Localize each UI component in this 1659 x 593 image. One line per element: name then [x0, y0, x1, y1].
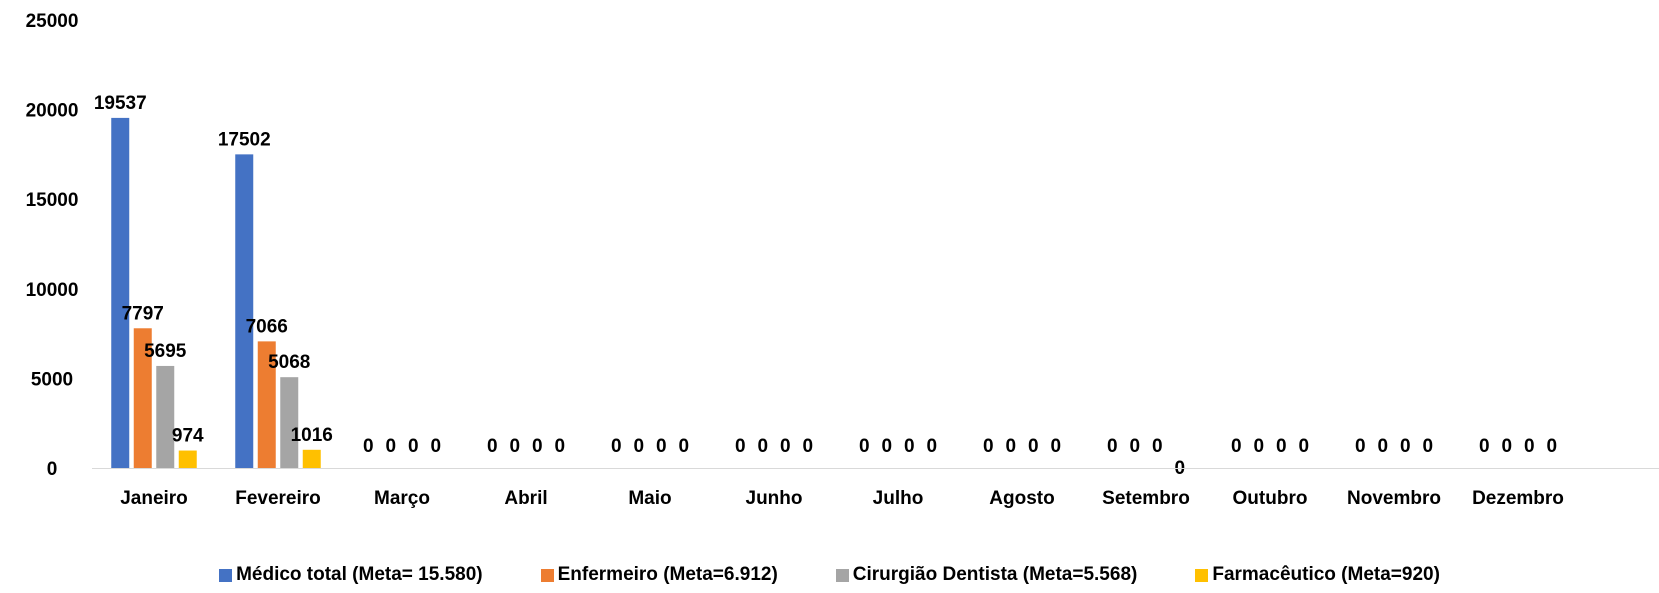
data-label: 0 — [881, 436, 892, 457]
data-label: 0 — [363, 436, 374, 457]
data-label: 19537 — [94, 93, 147, 114]
data-label: 0 — [1501, 436, 1512, 457]
x-tick-label: Outubro — [1233, 488, 1308, 509]
bar — [133, 328, 152, 468]
x-tick-label: Novembro — [1347, 488, 1441, 509]
bar — [280, 377, 299, 468]
data-label: 0 — [1400, 436, 1411, 457]
legend-swatch — [835, 568, 849, 582]
data-label: 7797 — [122, 303, 164, 324]
x-tick-label: Maio — [628, 488, 671, 509]
data-label: 0 — [678, 436, 689, 457]
x-tick-label: Setembro — [1102, 488, 1190, 509]
bar — [178, 450, 197, 468]
legend-label: Cirurgião Dentista (Meta=5.568) — [852, 564, 1138, 585]
legend-label: Enfermeiro (Meta=6.912) — [557, 564, 778, 585]
data-label: 0 — [1524, 436, 1535, 457]
x-tick-label: Fevereiro — [235, 488, 321, 509]
data-label: 0 — [532, 436, 543, 457]
bar — [257, 341, 276, 468]
data-label: 17502 — [218, 129, 271, 150]
data-label: 0 — [385, 436, 396, 457]
data-label: 0 — [1028, 436, 1039, 457]
legend-swatch — [219, 568, 233, 582]
data-label: 974 — [172, 426, 204, 447]
data-label: 0 — [1231, 436, 1242, 457]
x-tick-label: Março — [374, 488, 430, 509]
legend-label: Farmacêutico (Meta=920) — [1212, 564, 1440, 585]
data-label: 0 — [1107, 436, 1118, 457]
data-label: 0 — [554, 436, 565, 457]
legend-swatch — [540, 568, 554, 582]
data-label: 0 — [408, 436, 419, 457]
data-label: 5068 — [268, 352, 310, 373]
data-label: 0 — [859, 436, 870, 457]
legend-item: Enfermeiro (Meta=6.912) — [540, 564, 778, 586]
data-label: 0 — [1005, 436, 1016, 457]
data-label: 5695 — [144, 341, 187, 362]
bar — [156, 365, 175, 468]
bar — [111, 117, 130, 468]
y-axis: 0 5000 10000 15000 20000 25000 — [26, 11, 79, 480]
data-label: 0 — [904, 436, 915, 457]
legend-item: Cirurgião Dentista (Meta=5.568) — [835, 564, 1138, 586]
data-label: 0 — [487, 436, 498, 457]
data-label: 0 — [802, 436, 813, 457]
data-label: 0 — [633, 436, 644, 457]
legend-label: Médico total (Meta= 15.580) — [236, 564, 483, 585]
x-tick-label: Julho — [873, 488, 924, 509]
data-label: 0 — [780, 436, 791, 457]
data-label: 0 — [1546, 436, 1557, 457]
bar — [235, 154, 254, 468]
data-label: 7066 — [246, 316, 288, 337]
legend-item: Médico total (Meta= 15.580) — [219, 564, 483, 586]
data-label: 0 — [1152, 436, 1163, 457]
data-label: 0 — [509, 436, 520, 457]
x-tick-label: Dezembro — [1472, 488, 1564, 509]
legend-item: Farmacêutico (Meta=920) — [1195, 564, 1440, 586]
data-label: 0 — [1253, 436, 1264, 457]
data-label: 0 — [1422, 436, 1433, 457]
y-tick-label: 5000 — [31, 369, 73, 390]
data-label: 0 — [1298, 436, 1309, 457]
data-label: 0 — [926, 436, 937, 457]
bar — [302, 449, 321, 468]
data-label: 0 — [983, 436, 994, 457]
data-label: 0 — [1355, 436, 1366, 457]
y-tick-label: 25000 — [26, 11, 79, 32]
y-tick-label: 0 — [47, 459, 58, 480]
x-tick-label: Junho — [746, 488, 803, 509]
data-label: 0 — [735, 436, 746, 457]
data-label: 0 — [1479, 436, 1490, 457]
legend-swatch — [1195, 568, 1209, 582]
data-label: 0 — [757, 436, 768, 457]
data-label: 0 — [1050, 436, 1061, 457]
y-tick-label: 20000 — [26, 101, 79, 122]
data-label: 0 — [1377, 436, 1388, 457]
x-tick-label: Agosto — [989, 488, 1054, 509]
x-axis: Janeiro Fevereiro Março Abril Maio Junho Julho… — [92, 468, 1659, 509]
data-label: 0 — [1129, 436, 1140, 457]
data-label: 0 — [611, 436, 622, 457]
data-label: 1016 — [291, 425, 333, 446]
x-tick-label: Janeiro — [120, 488, 188, 509]
y-tick-label: 15000 — [26, 190, 79, 211]
y-tick-label: 10000 — [26, 280, 79, 301]
data-label: 0 — [430, 436, 441, 457]
data-label: 0 — [656, 436, 667, 457]
x-tick-label: Abril — [504, 488, 547, 509]
legend: Médico total (Meta= 15.580) Enfermeiro (M… — [0, 562, 1659, 588]
data-label: 0 — [1276, 436, 1287, 457]
